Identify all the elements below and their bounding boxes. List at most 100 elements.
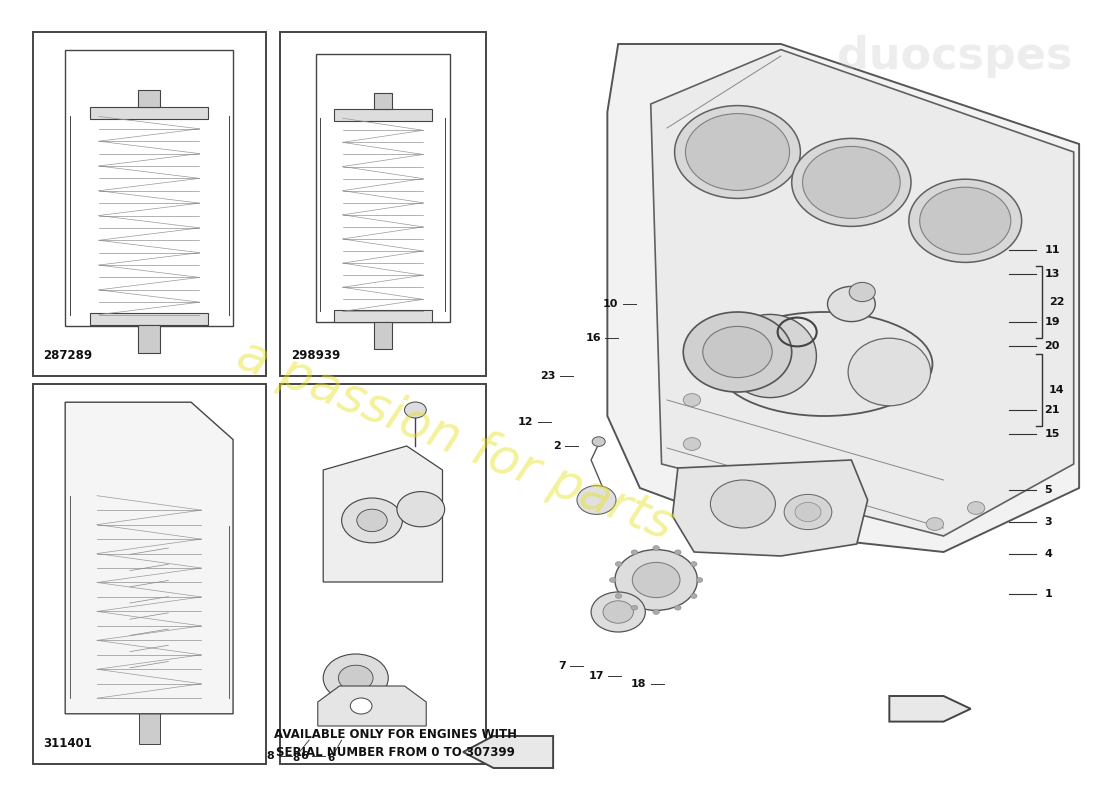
Circle shape (674, 606, 681, 610)
Text: 5: 5 (1044, 485, 1052, 494)
Bar (65, 50, 233, 326)
Circle shape (920, 187, 1011, 254)
Circle shape (683, 394, 701, 406)
Text: 3: 3 (1044, 517, 1052, 526)
Bar (334, 109, 431, 121)
Text: 298939: 298939 (290, 349, 340, 362)
Text: 6: 6 (327, 753, 334, 762)
Circle shape (653, 610, 659, 614)
Polygon shape (651, 50, 1074, 536)
Circle shape (685, 114, 790, 190)
Circle shape (653, 546, 659, 550)
Circle shape (967, 502, 984, 514)
Text: 12: 12 (518, 418, 534, 427)
Bar (138, 325, 161, 353)
Polygon shape (672, 460, 868, 556)
Text: 23: 23 (540, 371, 556, 381)
Circle shape (674, 106, 801, 198)
Text: 22: 22 (1048, 297, 1065, 306)
Circle shape (683, 346, 701, 358)
Circle shape (350, 698, 372, 714)
Bar (90, 488, 208, 496)
Circle shape (592, 437, 605, 446)
Bar (279, 384, 486, 764)
Bar (138, 90, 161, 107)
Circle shape (578, 486, 616, 514)
Text: 16: 16 (585, 334, 601, 343)
Circle shape (827, 286, 876, 322)
Polygon shape (889, 696, 970, 722)
Text: 17: 17 (588, 671, 604, 681)
Text: 15: 15 (1044, 429, 1059, 438)
Circle shape (339, 666, 373, 690)
Text: SERIAL NUMBER FROM 0 TO 307399: SERIAL NUMBER FROM 0 TO 307399 (276, 746, 515, 758)
Text: 8: 8 (293, 753, 299, 762)
Circle shape (631, 606, 638, 610)
Circle shape (603, 601, 634, 623)
Circle shape (711, 480, 776, 528)
Circle shape (674, 550, 681, 554)
Text: 13: 13 (1044, 269, 1059, 278)
Text: AVAILABLE ONLY FOR ENGINES WITH: AVAILABLE ONLY FOR ENGINES WITH (274, 728, 517, 741)
Circle shape (696, 578, 703, 582)
Circle shape (795, 502, 821, 522)
Polygon shape (607, 44, 1079, 552)
Circle shape (632, 562, 680, 598)
Bar (316, 54, 450, 322)
Circle shape (683, 312, 792, 392)
Text: 21: 21 (1044, 405, 1060, 414)
Bar (143, 516, 155, 688)
Circle shape (397, 491, 444, 527)
Bar (33, 384, 266, 764)
Circle shape (683, 438, 701, 450)
Polygon shape (323, 446, 442, 582)
Text: 2: 2 (553, 442, 561, 451)
Text: 6: 6 (300, 751, 308, 761)
Ellipse shape (848, 338, 931, 406)
Circle shape (342, 498, 403, 542)
Bar (279, 32, 486, 376)
Bar (374, 93, 392, 109)
Text: 8: 8 (266, 751, 274, 761)
Circle shape (405, 402, 426, 418)
Bar (90, 107, 208, 119)
Text: a passion for parts: a passion for parts (230, 330, 681, 550)
Text: 10: 10 (603, 299, 618, 309)
Polygon shape (318, 686, 426, 726)
Circle shape (926, 518, 944, 530)
Polygon shape (65, 402, 233, 714)
Circle shape (591, 592, 646, 632)
Circle shape (784, 494, 832, 530)
Text: 287289: 287289 (43, 349, 92, 362)
Bar (33, 32, 266, 376)
Circle shape (609, 578, 616, 582)
Circle shape (909, 179, 1022, 262)
Text: 11: 11 (1044, 245, 1060, 254)
Circle shape (703, 326, 772, 378)
Circle shape (691, 562, 697, 566)
Text: 20: 20 (1044, 341, 1059, 350)
Circle shape (615, 562, 622, 566)
Polygon shape (463, 736, 553, 768)
Circle shape (615, 550, 697, 610)
Circle shape (323, 654, 388, 702)
Bar (90, 697, 208, 706)
Circle shape (849, 282, 876, 302)
Text: 311401: 311401 (43, 737, 92, 750)
Ellipse shape (724, 314, 816, 398)
Text: 1: 1 (1044, 589, 1053, 598)
Text: 7: 7 (559, 661, 566, 670)
Bar (90, 313, 208, 325)
Text: 4: 4 (1044, 549, 1053, 558)
Circle shape (803, 146, 900, 218)
Text: 19: 19 (1044, 317, 1060, 326)
Text: duocspes: duocspes (837, 34, 1072, 78)
Bar (139, 706, 159, 744)
Text: 14: 14 (1048, 385, 1065, 394)
Text: 18: 18 (631, 679, 647, 689)
Circle shape (356, 509, 387, 531)
Circle shape (615, 594, 622, 598)
Circle shape (631, 550, 638, 554)
Circle shape (792, 138, 911, 226)
Ellipse shape (716, 312, 933, 416)
